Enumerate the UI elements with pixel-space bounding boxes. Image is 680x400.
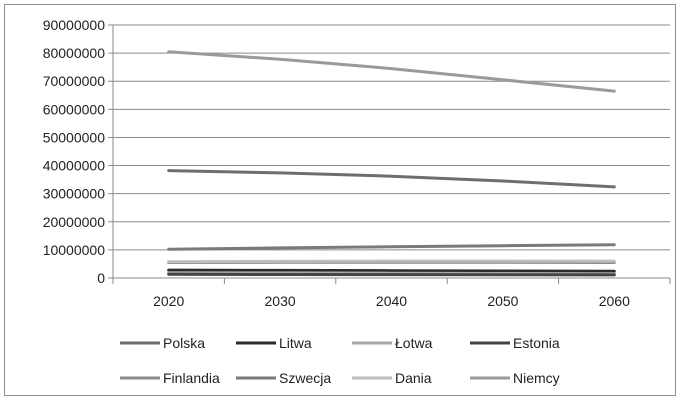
series-line-2 <box>167 268 616 273</box>
series-line-6 <box>167 243 616 251</box>
series-lines <box>167 50 616 277</box>
legend-item: Dania <box>352 370 432 386</box>
x-axis: 2020 2030 2040 2050 2060 <box>112 277 671 309</box>
legend-label: Polska <box>163 335 205 351</box>
y-tick-label: 10000000 <box>43 242 106 258</box>
y-axis: 0 10000000 20000000 30000000 40000000 5000000… <box>43 17 114 286</box>
x-tick-label: 2050 <box>487 293 518 309</box>
x-tick-label: 2020 <box>153 293 184 309</box>
y-tick-label: 80000000 <box>43 45 106 61</box>
chart-frame <box>4 4 676 396</box>
y-tick-label: 50000000 <box>43 129 106 145</box>
legend-label: Litwa <box>279 335 312 351</box>
y-tick-label: 70000000 <box>43 73 106 89</box>
legend-label: Łotwa <box>395 335 433 351</box>
y-tick-label: 90000000 <box>43 17 106 33</box>
y-tick-label: 40000000 <box>43 158 106 174</box>
y-tick-label: 0 <box>97 270 105 286</box>
series-line-7 <box>167 259 616 264</box>
x-tick-label: 2060 <box>599 293 630 309</box>
x-tick-label: 2040 <box>376 293 407 309</box>
legend-item: Szwecja <box>236 370 331 386</box>
gridlines <box>113 24 670 279</box>
y-tick-label: 60000000 <box>43 101 106 117</box>
series-line-4 <box>167 272 616 277</box>
series-line-8 <box>167 50 616 93</box>
legend-label: Niemcy <box>513 370 560 386</box>
x-tick-label: 2030 <box>265 293 296 309</box>
legend-item: Łotwa <box>352 335 433 351</box>
legend-label: Finlandia <box>163 370 220 386</box>
series-line-1 <box>167 169 616 189</box>
legend-label: Dania <box>395 370 432 386</box>
y-tick-label: 30000000 <box>43 186 106 202</box>
legend-item: Estonia <box>470 335 560 351</box>
legend-item: Finlandia <box>120 370 220 386</box>
legend-item: Niemcy <box>470 370 560 386</box>
legend-item: Polska <box>120 335 205 351</box>
legend-item: Litwa <box>236 335 312 351</box>
legend-label: Szwecja <box>279 370 331 386</box>
legend-label: Estonia <box>513 335 560 351</box>
y-tick-label: 20000000 <box>43 214 106 230</box>
legend: Polska Litwa Łotwa Estonia Finlandia Szwecja D… <box>120 335 560 386</box>
